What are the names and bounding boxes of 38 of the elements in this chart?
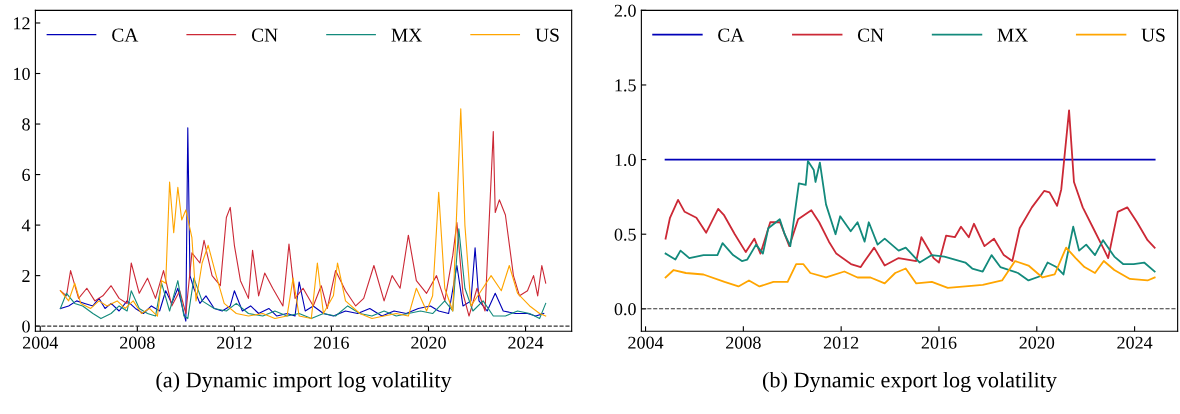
- x-axis-title: (a) Dynamic import log volatility: [156, 371, 452, 393]
- legend-label: MX: [997, 28, 1028, 42]
- y-tick-label: 6: [22, 168, 30, 182]
- legend-label: MX: [391, 28, 422, 42]
- y-tick-label: 1.0: [615, 153, 636, 167]
- line-series: [59, 228, 547, 320]
- x-tick-label: 2020: [1019, 336, 1055, 349]
- y-tick-label: 8: [22, 118, 30, 131]
- x-tick-label: 2024: [1117, 336, 1153, 349]
- y-tick-label: 2.0: [614, 4, 636, 17]
- x-axis-title: (b) Dynamic export log volatility: [762, 371, 1057, 393]
- x-tick-label: 2016: [921, 336, 957, 349]
- legend-label: US: [535, 28, 559, 42]
- x-tick-label: 2008: [726, 336, 761, 349]
- x-tick-label: 2004: [628, 336, 664, 349]
- y-tick-label: 10: [14, 67, 30, 80]
- y-tick-label: 0: [22, 320, 30, 333]
- legend-label: US: [1141, 28, 1165, 42]
- y-tick-label: 2: [22, 269, 30, 282]
- y-tick-label: 1.5: [615, 79, 636, 92]
- line-series: [664, 160, 1156, 282]
- legend-label: CN: [857, 28, 884, 42]
- x-tick-label: 2004: [22, 336, 59, 349]
- line-series: [664, 246, 1156, 289]
- x-tick-label: 2008: [120, 336, 155, 349]
- y-tick-label: 12: [14, 17, 30, 30]
- line-series: [664, 109, 1156, 268]
- x-tick-label: 2024: [508, 336, 544, 349]
- y-tick-label: 4: [21, 219, 31, 232]
- x-tick-label: 2012: [217, 336, 252, 349]
- legend-label: CN: [251, 28, 278, 42]
- x-tick-label: 2012: [823, 336, 859, 349]
- x-tick-label: 2020: [411, 336, 446, 349]
- legend-label: CA: [718, 28, 745, 42]
- legend-label: CA: [112, 28, 139, 42]
- y-tick-label: 0.0: [614, 303, 636, 316]
- x-tick-label: 2016: [314, 336, 349, 349]
- y-tick-label: 0.5: [614, 228, 636, 241]
